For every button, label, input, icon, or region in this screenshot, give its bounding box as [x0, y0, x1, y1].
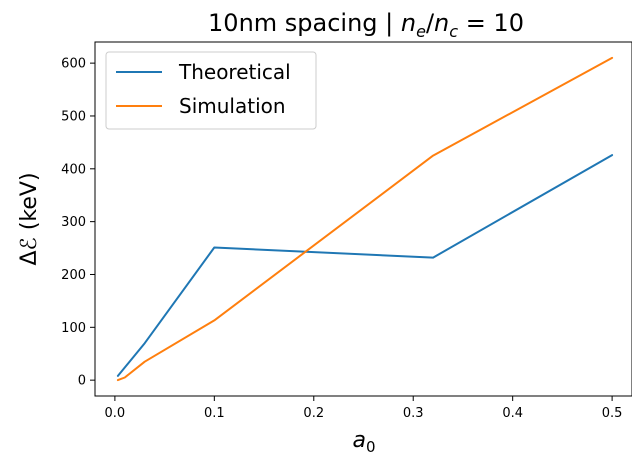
x-axis-label: a0: [352, 428, 375, 453]
series-lines: [116, 56, 614, 382]
y-tick-label: 200: [61, 268, 86, 283]
y-axis-label: Δℰ (keV): [17, 172, 42, 265]
x-tick-label: 0.3: [403, 406, 424, 421]
chart-title: 10nm spacing | ne/nc = 10: [208, 9, 524, 41]
x-tick-label: 0.0: [105, 406, 126, 421]
x-tick-label: 0.5: [602, 406, 623, 421]
y-axis: 0 100 200 300 400 500 600: [61, 57, 95, 389]
series-line-theoretical: [116, 154, 614, 377]
y-tick-label: 100: [61, 321, 86, 336]
plot-area: [94, 41, 632, 397]
x-axis: 0.0 0.1 0.2 0.3 0.4 0.5: [105, 396, 623, 421]
legend-label-simulation: Simulation: [179, 94, 286, 118]
y-tick-label: 600: [61, 57, 86, 72]
x-tick-label: 0.2: [303, 406, 324, 421]
series-line-simulation: [116, 56, 614, 382]
x-tick-label: 0.4: [502, 406, 523, 421]
y-tick-label: 400: [61, 162, 86, 177]
x-tick-label: 0.1: [204, 406, 225, 421]
y-tick-label: 300: [61, 215, 86, 230]
legend: Theoretical Simulation: [105, 51, 317, 130]
legend-label-theoretical: Theoretical: [178, 60, 291, 84]
y-tick-label: 500: [61, 109, 86, 124]
y-tick-label: 0: [78, 374, 86, 389]
